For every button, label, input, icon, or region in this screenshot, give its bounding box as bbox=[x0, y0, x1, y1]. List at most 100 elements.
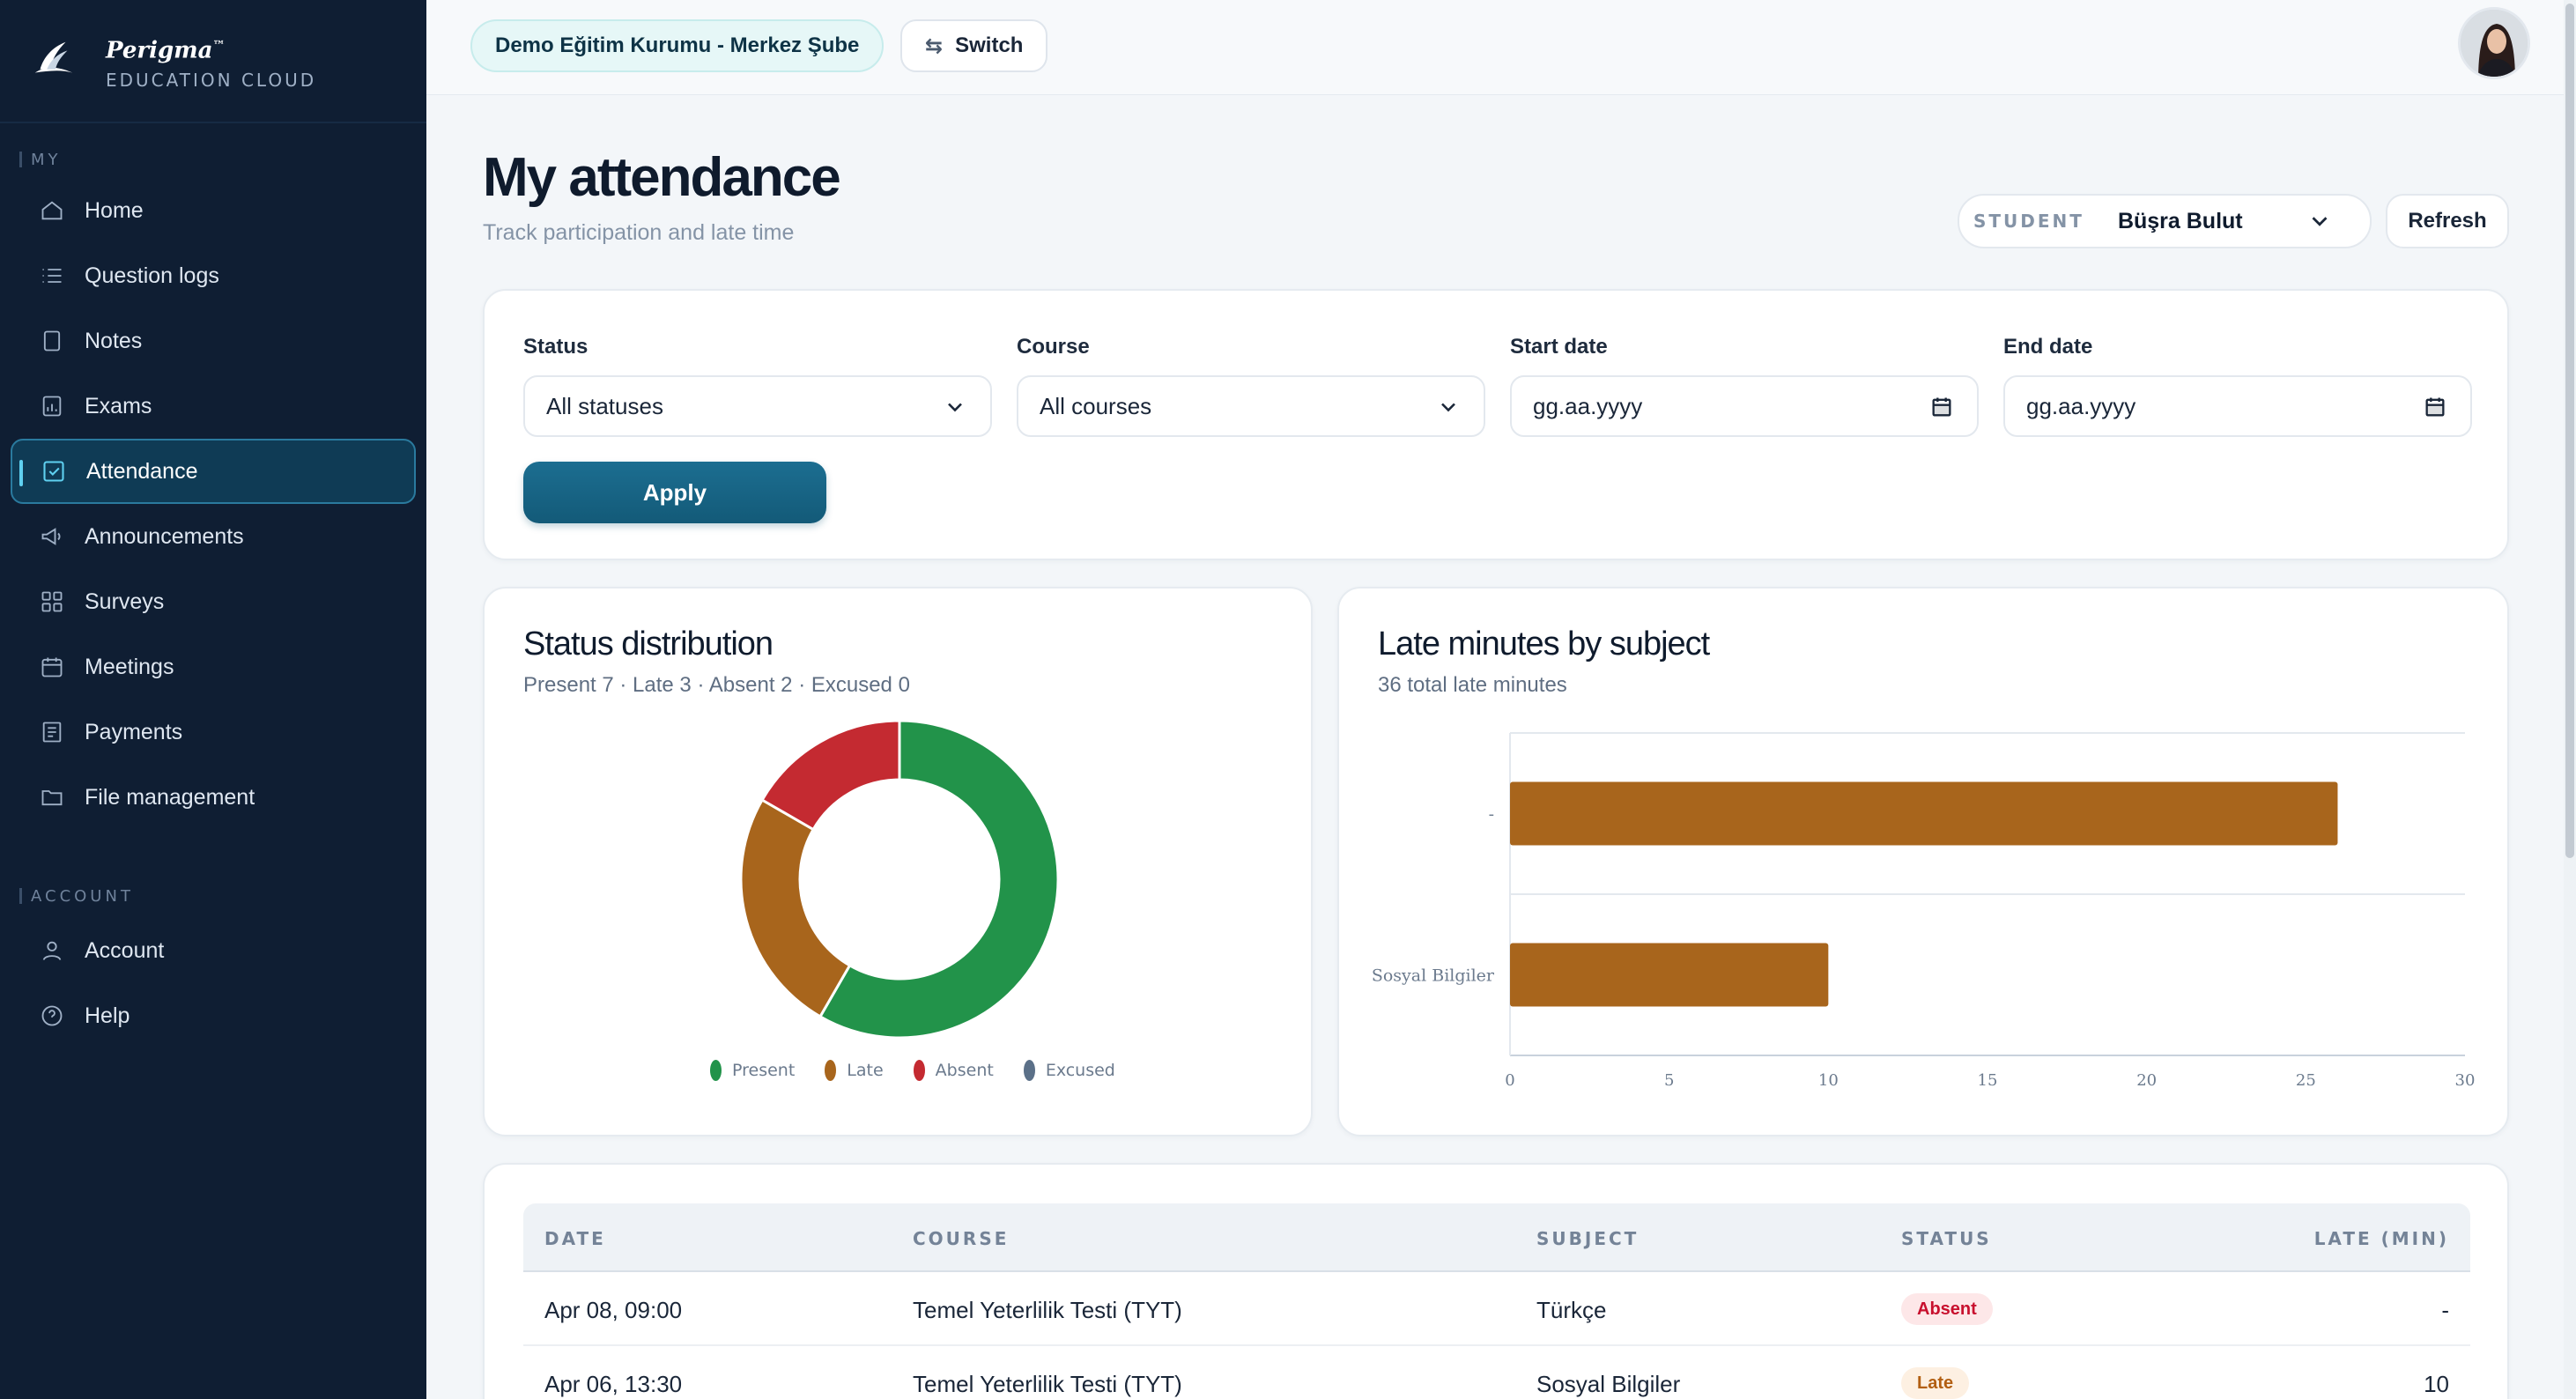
scrollbar-thumb[interactable] bbox=[2565, 4, 2574, 858]
late-minutes-bar-chart: - Sosyal Bilgiler 0 5 10 15 20 25 30 bbox=[1372, 732, 2476, 1090]
status-label: Status bbox=[523, 335, 588, 359]
sidebar-item-notes[interactable]: Notes bbox=[11, 308, 416, 374]
calendar-icon[interactable] bbox=[1929, 395, 1954, 419]
table-row[interactable]: Apr 08, 09:00 Temel Yeterlilik Testi (TY… bbox=[523, 1272, 2470, 1346]
switch-label: Switch bbox=[955, 33, 1024, 57]
cell-course: Temel Yeterlilik Testi (TYT) bbox=[913, 1297, 1182, 1323]
exam-icon bbox=[39, 393, 65, 419]
chevron-down-icon bbox=[948, 403, 962, 412]
nav-list-account: Account Help bbox=[0, 918, 426, 1048]
section-label-my: MY bbox=[0, 150, 426, 169]
cell-subject: Türkçe bbox=[1536, 1297, 1607, 1323]
switch-arrows-icon: ⇆ bbox=[925, 33, 944, 58]
nav-list-my: Home Question logs Notes Exams Attendanc… bbox=[0, 178, 426, 830]
donut-legend: Present Late Absent Excused bbox=[710, 1060, 1145, 1081]
receipt-icon bbox=[39, 719, 65, 745]
column-header-status[interactable]: STATUS bbox=[1901, 1228, 1992, 1249]
column-header-subject[interactable]: SUBJECT bbox=[1536, 1228, 1640, 1249]
x-tick-label: 10 bbox=[1818, 1071, 1839, 1090]
chevron-down-icon bbox=[1441, 403, 1455, 412]
sidebar-item-label: Surveys bbox=[85, 588, 165, 614]
brand-subtitle: EDUCATION CLOUD bbox=[106, 69, 317, 91]
end-date-input[interactable]: gg.aa.yyyy bbox=[2003, 375, 2472, 437]
topbar: Demo Eğitim Kurumu - Merkez Şube ⇆ Switc… bbox=[426, 0, 2576, 95]
donut-slice-absent[interactable] bbox=[760, 719, 901, 832]
apply-button[interactable]: Apply bbox=[523, 462, 826, 523]
legend-item-absent[interactable]: Absent bbox=[913, 1060, 994, 1081]
list-icon bbox=[39, 263, 65, 289]
sidebar-item-help[interactable]: Help bbox=[11, 983, 416, 1048]
donut-chart bbox=[739, 719, 1060, 1040]
start-date-value: gg.aa.yyyy bbox=[1533, 392, 1643, 419]
cell-date: Apr 06, 13:30 bbox=[544, 1371, 683, 1397]
sidebar-item-label: Attendance bbox=[86, 458, 198, 484]
avatar[interactable] bbox=[2458, 7, 2530, 79]
switch-button[interactable]: ⇆ Switch bbox=[900, 19, 1048, 72]
sidebar-item-attendance[interactable]: Attendance bbox=[11, 439, 416, 504]
sidebar-item-label: Account bbox=[85, 937, 165, 963]
distribution-title: Status distribution bbox=[523, 625, 774, 662]
column-header-course[interactable]: COURSE bbox=[913, 1228, 1010, 1249]
calendar-icon bbox=[39, 654, 65, 680]
legend-item-present[interactable]: Present bbox=[710, 1060, 795, 1081]
distribution-summary: Present 7 · Late 3 · Absent 2 · Excused … bbox=[523, 673, 910, 697]
sidebar-item-label: Notes bbox=[85, 328, 143, 353]
legend-item-excused[interactable]: Excused bbox=[1023, 1060, 1115, 1081]
legend-item-late[interactable]: Late bbox=[825, 1060, 884, 1081]
cell-late-min: - bbox=[2441, 1297, 2449, 1323]
bar[interactable] bbox=[1510, 781, 2338, 846]
course-value: All courses bbox=[1040, 392, 1152, 419]
student-label: STUDENT bbox=[1973, 211, 2084, 232]
section-label-account: ACCOUNT bbox=[0, 886, 426, 906]
late-chart-title: Late minutes by subject bbox=[1378, 625, 1710, 662]
sidebar-item-label: Home bbox=[85, 197, 144, 223]
status-select[interactable]: All statuses bbox=[523, 375, 992, 437]
sidebar-item-label: Help bbox=[85, 1003, 130, 1028]
sidebar-item-label: Payments bbox=[85, 719, 183, 744]
x-tick-label: 15 bbox=[1978, 1071, 1998, 1090]
sidebar-item-surveys[interactable]: Surveys bbox=[11, 569, 416, 634]
sidebar-item-account[interactable]: Account bbox=[11, 918, 416, 983]
cell-course: Temel Yeterlilik Testi (TYT) bbox=[913, 1371, 1182, 1397]
bar[interactable] bbox=[1510, 943, 1829, 1007]
donut-slice-late[interactable] bbox=[739, 797, 852, 1018]
sidebar-item-home[interactable]: Home bbox=[11, 178, 416, 243]
column-header-date[interactable]: DATE bbox=[544, 1228, 606, 1249]
sidebar-item-payments[interactable]: Payments bbox=[11, 700, 416, 765]
sidebar-item-announcements[interactable]: Announcements bbox=[11, 504, 416, 569]
column-header-late-min[interactable]: LATE (MIN) bbox=[2313, 1228, 2449, 1249]
late-minutes-card: Late minutes by subject 36 total late mi… bbox=[1337, 587, 2509, 1136]
sidebar-item-label: Announcements bbox=[85, 523, 244, 549]
logo-icon bbox=[34, 41, 73, 73]
check-square-icon bbox=[41, 458, 67, 485]
donut-slice-present[interactable] bbox=[818, 719, 1060, 1040]
start-date-input[interactable]: gg.aa.yyyy bbox=[1510, 375, 1979, 437]
status-distribution-card: Status distribution Present 7 · Late 3 ·… bbox=[483, 587, 1313, 1136]
sidebar-item-exams[interactable]: Exams bbox=[11, 374, 416, 439]
scrollbar[interactable] bbox=[2564, 0, 2576, 1399]
category-label: Sosyal Bilgiler bbox=[1372, 966, 1495, 986]
sidebar-item-meetings[interactable]: Meetings bbox=[11, 634, 416, 700]
x-tick-label: 30 bbox=[2455, 1071, 2476, 1090]
sidebar-item-label: Exams bbox=[85, 393, 152, 418]
x-tick-label: 20 bbox=[2136, 1071, 2157, 1090]
note-icon bbox=[39, 328, 65, 354]
status-badge: Late bbox=[1901, 1367, 1970, 1399]
organization-chip[interactable]: Demo Eğitim Kurumu - Merkez Şube bbox=[470, 19, 885, 72]
status-badge: Absent bbox=[1901, 1293, 1993, 1325]
course-select[interactable]: All courses bbox=[1017, 375, 1485, 437]
folder-icon bbox=[39, 784, 65, 811]
student-select[interactable]: STUDENT Büşra Bulut bbox=[1958, 194, 2372, 248]
calendar-icon[interactable] bbox=[2423, 395, 2447, 419]
course-label: Course bbox=[1017, 335, 1090, 359]
table-row[interactable]: Apr 06, 13:30 Temel Yeterlilik Testi (TY… bbox=[523, 1346, 2470, 1399]
cell-date: Apr 08, 09:00 bbox=[544, 1297, 683, 1323]
grid-icon bbox=[39, 588, 65, 615]
refresh-button[interactable]: Refresh bbox=[2386, 194, 2509, 248]
student-value: Büşra Bulut bbox=[2117, 208, 2243, 233]
cell-subject: Sosyal Bilgiler bbox=[1536, 1371, 1681, 1397]
sidebar-item-question-logs[interactable]: Question logs bbox=[11, 243, 416, 308]
sidebar-item-label: Meetings bbox=[85, 654, 174, 679]
sidebar-item-file-management[interactable]: File management bbox=[11, 765, 416, 830]
brand[interactable]: Perigma™ EDUCATION CLOUD bbox=[0, 0, 426, 123]
